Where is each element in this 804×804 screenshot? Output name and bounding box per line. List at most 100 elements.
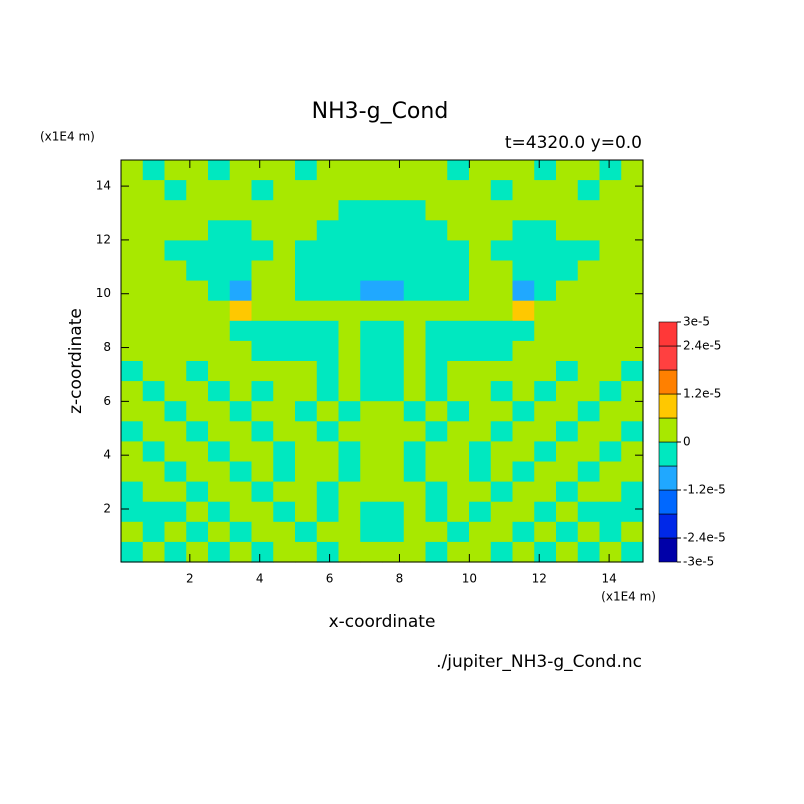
x-tick-label: 12 — [532, 572, 547, 586]
field-cell — [621, 320, 644, 342]
field-cell — [556, 260, 579, 282]
field-cell — [469, 501, 492, 523]
field-cell — [577, 180, 601, 201]
x-tick-label: 4 — [256, 572, 264, 586]
field-cell — [447, 421, 470, 442]
y-tick-label: 14 — [96, 179, 111, 193]
field-cell — [338, 280, 361, 302]
field-cell — [121, 280, 144, 302]
field-cell — [403, 180, 427, 201]
axes: 2 4 6 8 10 12 14 2 4 6 8 10 12 14 3e-5 2.4e-5 1.2e-5 0 -1.… — [96, 159, 726, 586]
field-cell — [316, 521, 340, 543]
field-cell — [577, 220, 601, 241]
field-cell — [295, 541, 318, 563]
field-cell — [360, 320, 383, 342]
field-cell — [186, 320, 209, 342]
field-cell — [164, 260, 187, 282]
field-cell — [403, 200, 427, 221]
field-cell — [490, 280, 514, 302]
field-cell — [577, 260, 601, 282]
field-cell — [121, 180, 144, 201]
field-cell — [273, 320, 296, 342]
field-cell — [577, 541, 601, 563]
field-cell — [208, 481, 231, 503]
field-cell — [534, 361, 557, 382]
field-cell — [164, 340, 187, 362]
colorbar-label: -1.2e-5 — [683, 483, 726, 497]
field-cell — [229, 160, 253, 181]
field-cell — [251, 240, 274, 262]
field-cell — [186, 361, 209, 382]
field-cell — [556, 320, 579, 342]
field-cell — [447, 441, 470, 463]
field-cell — [534, 541, 557, 563]
field-cell — [142, 541, 166, 563]
field-cell — [534, 521, 557, 543]
field-cell — [534, 381, 557, 402]
field-cell — [360, 160, 383, 181]
field-cell — [229, 481, 253, 503]
field-cell — [360, 401, 383, 422]
field-cell — [512, 260, 535, 282]
field-cell — [425, 260, 448, 282]
field-cell — [208, 441, 231, 463]
field-cell — [382, 240, 405, 262]
field-cell — [121, 461, 144, 483]
field-cell — [164, 180, 187, 201]
field-cell — [382, 320, 405, 342]
field-cell — [208, 381, 231, 402]
field-cell — [164, 521, 187, 543]
field-cell — [425, 361, 448, 382]
field-cell — [142, 481, 166, 503]
field-cell — [295, 421, 318, 442]
field-cell — [403, 481, 427, 503]
field-cell — [295, 401, 318, 422]
field-cell — [425, 220, 448, 241]
field-cell — [229, 441, 253, 463]
field-cell — [229, 401, 253, 422]
field-cell — [229, 240, 253, 262]
field-cell — [621, 521, 644, 543]
field-cell — [338, 320, 361, 342]
field-cell — [599, 541, 622, 563]
field-cell — [534, 340, 557, 362]
field-cell — [273, 541, 296, 563]
field-cell — [338, 160, 361, 181]
field-cell — [577, 340, 601, 362]
field-cell — [577, 461, 601, 483]
field-cell — [186, 381, 209, 402]
field-cell — [556, 300, 579, 322]
field-cell — [316, 260, 340, 282]
field-cell — [273, 220, 296, 241]
field-cell — [273, 381, 296, 402]
field-cell — [316, 280, 340, 302]
field-cell — [316, 240, 340, 262]
field-cell — [469, 441, 492, 463]
field-cell — [121, 481, 144, 503]
field — [121, 160, 644, 563]
field-cell — [534, 240, 557, 262]
field-cell — [251, 180, 274, 201]
field-cell — [556, 200, 579, 221]
field-cell — [490, 340, 514, 362]
field-cell — [229, 501, 253, 523]
field-cell — [403, 361, 427, 382]
field-cell — [273, 401, 296, 422]
field-cell — [360, 340, 383, 362]
field-cell — [316, 541, 340, 563]
field-cell — [512, 361, 535, 382]
field-cell — [142, 180, 166, 201]
field-cell — [403, 541, 427, 563]
field-cell — [121, 220, 144, 241]
field-cell — [208, 240, 231, 262]
field-cell — [403, 401, 427, 422]
field-cell — [295, 441, 318, 463]
field-cell — [556, 401, 579, 422]
field-cell — [425, 541, 448, 563]
field-cell — [403, 260, 427, 282]
x-tick-label: 8 — [396, 572, 404, 586]
field-cell — [121, 240, 144, 262]
field-cell — [534, 280, 557, 302]
field-cell — [316, 361, 340, 382]
colorbar-box — [658, 465, 678, 491]
